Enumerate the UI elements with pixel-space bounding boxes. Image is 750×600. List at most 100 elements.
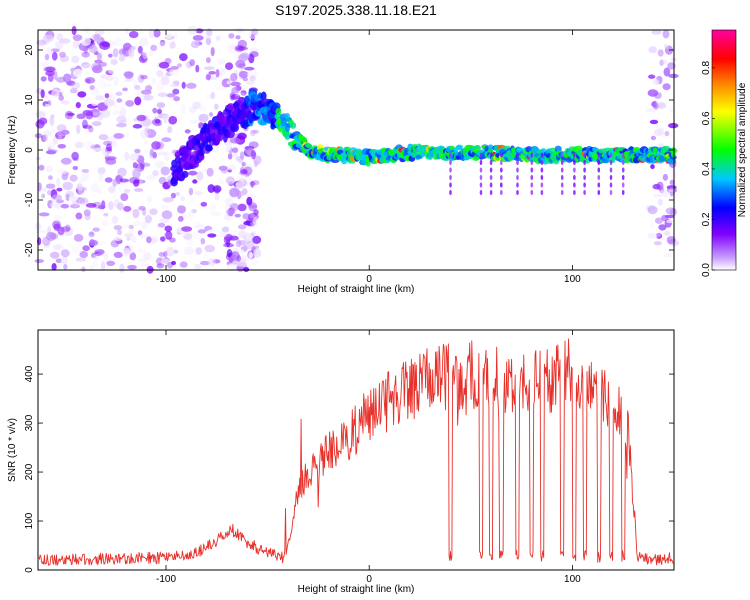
spectrogram-cell — [230, 72, 238, 82]
spectrogram-x-label: Height of straight line (km) — [298, 284, 415, 295]
spectrogram-cell — [489, 190, 493, 195]
spectrogram-cell — [43, 66, 53, 72]
spectrogram-cell — [289, 122, 297, 129]
spectrogram-cell — [648, 106, 655, 112]
spectrogram-cell — [156, 263, 165, 269]
spectrogram-cell — [198, 113, 209, 123]
spectrogram-cell — [249, 181, 256, 186]
spectrogram-cell — [42, 236, 51, 246]
spectrogram-x-ticks: -100 0 100 — [156, 30, 581, 285]
spectrogram-cell — [161, 137, 172, 143]
spectrogram-cell — [245, 232, 252, 241]
spectrogram-cell — [668, 122, 679, 129]
spectrogram-cell — [60, 203, 70, 209]
spectrogram-cell — [251, 260, 260, 265]
spectrogram-cell — [113, 251, 123, 258]
spectrogram-cell — [158, 61, 170, 69]
spectrogram-cell — [134, 84, 141, 90]
spectrogram-cell — [663, 43, 669, 49]
spectrogram-cell — [35, 111, 46, 118]
spectrogram-cell — [132, 162, 138, 169]
spectrogram-cell — [83, 209, 91, 217]
spectrogram-cell — [652, 79, 660, 85]
spectrogram-cell — [53, 244, 62, 250]
spectrogram-cell — [124, 27, 130, 34]
spectrogram-cell — [91, 121, 102, 127]
spectrogram-cell — [247, 70, 258, 79]
spectrogram-cell — [180, 195, 185, 202]
spectrogram-cell — [85, 111, 94, 120]
spectrogram-cell — [51, 89, 60, 99]
spectrogram-cell — [193, 191, 204, 196]
spectrogram-cell — [662, 29, 670, 39]
spectrogram-cell — [218, 231, 228, 238]
spectrogram-cell — [138, 206, 146, 211]
spectrogram-cell — [229, 137, 241, 144]
spectrogram-cell — [621, 182, 625, 188]
spectrogram-cell — [122, 133, 130, 138]
snr-panel: -100 0 100 0 100 200 300 400 Height of straigh… — [7, 329, 675, 595]
spectrogram-cell — [192, 101, 201, 110]
spectrogram-cell — [71, 151, 79, 161]
spectrogram-cell — [58, 95, 64, 101]
spectrogram-cell — [249, 129, 256, 137]
x-tick-label: 0 — [366, 274, 372, 285]
spectrogram-cell — [207, 229, 216, 234]
spectrogram-cell — [93, 33, 101, 41]
spectrogram-cell — [215, 35, 221, 41]
spectrogram-cell — [161, 204, 169, 210]
spectrogram-cell — [540, 160, 544, 165]
spectrogram-cell — [164, 225, 173, 232]
spectrogram-cell — [36, 229, 47, 234]
spectrogram-cell — [160, 166, 170, 176]
spectrogram-cell — [649, 119, 659, 125]
spectrogram-cell — [181, 170, 189, 179]
spectrogram-cell — [560, 152, 564, 158]
spectrogram-cell — [455, 144, 463, 150]
spectrogram-cell — [129, 176, 140, 184]
spectrogram-cell — [50, 114, 55, 118]
spectrogram-cell — [73, 234, 84, 242]
spectrogram-cell — [129, 153, 139, 161]
spectrogram-cell — [583, 175, 586, 180]
spectrogram-cell — [177, 205, 186, 214]
spectrogram-cell — [172, 88, 180, 95]
spectrogram-cell — [215, 69, 220, 78]
y-tick-label: 400 — [24, 365, 35, 382]
spectrogram-cell — [58, 135, 63, 140]
spectrogram-cell — [173, 249, 178, 254]
spectrogram-cell — [648, 74, 656, 79]
spectrogram-cell — [61, 255, 68, 265]
spectrogram-cell — [158, 252, 166, 257]
spectrogram-cell — [208, 71, 216, 75]
spectrogram-cell — [226, 143, 232, 151]
spectrogram-cell — [162, 197, 174, 203]
y-tick-label: -20 — [24, 242, 35, 257]
spectrogram-cell — [260, 91, 267, 101]
spectrogram-cell — [79, 251, 88, 258]
spectrogram-cell — [231, 44, 236, 49]
spectrogram-cell — [583, 160, 586, 165]
spectrogram-cell — [147, 83, 152, 91]
spectrogram-cell — [112, 189, 118, 197]
spectrogram-cell — [166, 93, 176, 98]
spectrogram-cell — [341, 157, 348, 165]
spectrogram-cell — [81, 266, 86, 273]
spectrogram-cell — [653, 103, 659, 110]
spectrogram-cell — [40, 76, 47, 82]
spectrogram-cell — [143, 94, 154, 101]
spectrogram-cell — [648, 46, 657, 54]
spectrogram-cell — [73, 68, 83, 78]
spectrogram-cell — [48, 175, 53, 181]
spectrogram-cell — [109, 92, 116, 101]
spectrogram-cell — [178, 215, 184, 222]
spectrogram-cell — [560, 160, 564, 165]
spectrogram-cell — [306, 143, 313, 149]
spectrogram-cell — [55, 258, 63, 264]
spectrogram-cell — [45, 150, 57, 155]
spectrogram-cell — [134, 96, 142, 106]
spectrogram-cell — [179, 261, 188, 268]
spectrogram-cell — [207, 258, 216, 267]
spectrogram-cell — [207, 184, 215, 193]
spectrogram-cell — [71, 55, 80, 64]
